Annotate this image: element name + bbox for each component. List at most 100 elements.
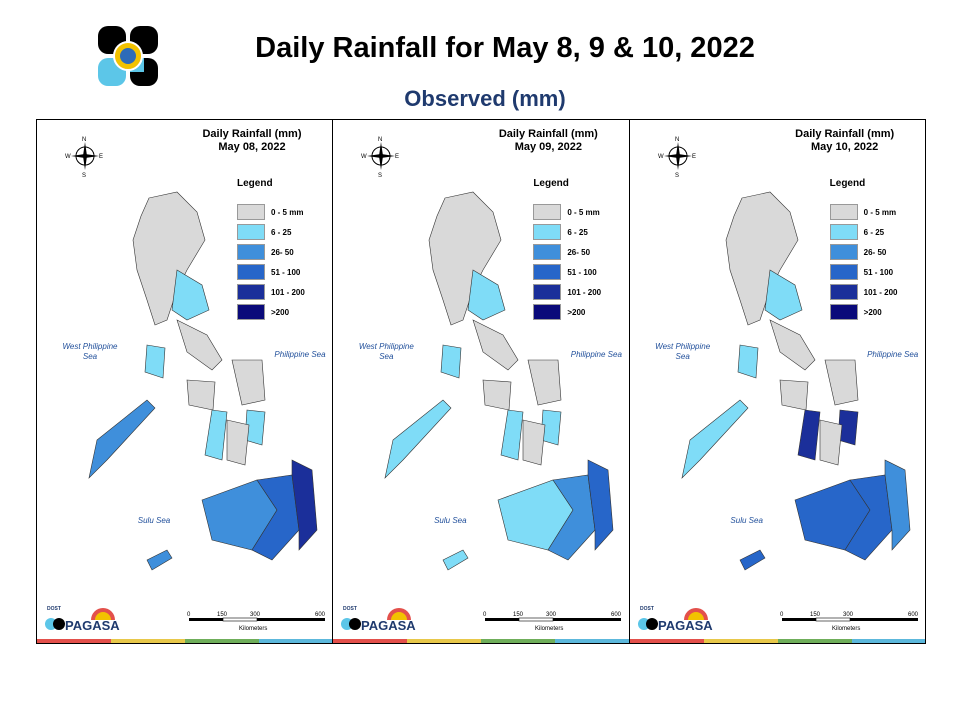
region-negros [204,409,228,461]
legend-swatch [533,264,562,280]
scale-tick: 300 [843,612,854,618]
compass-n-label: N [675,137,679,143]
legend-swatch [533,304,562,320]
legend-item: 0 - 5 mm [829,202,898,222]
legend-swatch [829,204,858,220]
scale-tick: 600 [611,612,622,618]
legend-label: 6 - 25 [271,227,292,237]
compass-e-label: E [395,154,399,160]
pagasa-wordmark: PAGASA [65,618,120,633]
region-luzon [725,191,798,326]
region-samar [824,359,858,406]
page-subtitle: Observed (mm) [404,86,566,111]
scale-unit: Kilometers [535,626,563,632]
scale-bar: 0 150 300 600 Kilometers [483,612,622,632]
compass-w-label: W [361,154,367,160]
legend-swatch [237,224,265,240]
region-panay [483,379,512,411]
region-negros [500,409,524,461]
scale-tick: 300 [546,612,557,618]
region-palawan [384,399,452,479]
legend-swatch [533,284,562,300]
legend-label: 6 - 25 [567,227,588,237]
sea-label-sulu: Sulu Sea [730,516,763,525]
legend-item: 0 - 5 mm [533,202,601,222]
legend-item: 101 - 200 [533,282,601,302]
legend-title: Legend [237,178,273,189]
legend-swatch [829,264,858,280]
compass-rose-icon: N S E W [361,137,399,178]
scale-unit: Kilometers [239,626,267,632]
dost-label: DOST [343,606,357,612]
compass-n-label: N [378,137,382,143]
region-mindoro [144,344,166,379]
legend: 0 - 5 mm 6 - 25 26- 50 51 - 100 101 - 20… [533,202,601,322]
sea-label-sulu: Sulu Sea [434,516,467,525]
legend-item: 26- 50 [829,242,898,262]
region-palawan [681,399,749,479]
region-sulu-islands [442,549,469,571]
legend-label: 6 - 25 [863,227,885,237]
legend-swatch [237,244,265,260]
map-panel-may-08: N S E W Daily Rainfall (mm) May 08, 2022… [37,120,334,643]
legend-item: >200 [533,302,601,322]
legend-item: 0 - 5 mm [237,202,305,222]
legend-item: 101 - 200 [829,282,897,302]
map-panels: N S E W Daily Rainfall (mm) May 08, 2022… [36,119,926,644]
legend-label: 26- 50 [567,247,591,257]
sea-label-west-philippine: West Philippine Sea [358,342,414,361]
legend-swatch [237,264,265,280]
scale-tick: 150 [513,612,524,618]
legend-label: 0 - 5 mm [271,207,304,217]
philippines-rainfall-map [88,191,318,571]
panel-date: May 10, 2022 [811,141,879,153]
compass-s-label: S [378,173,382,178]
region-negros [797,409,820,461]
compass-e-label: E [99,154,103,160]
color-strip [629,639,925,643]
region-panay [779,379,808,411]
sea-label-west-philippine: West Philippine Sea [655,342,711,361]
compass-rose-icon: N S E W [658,137,696,178]
legend: 0 - 5 mm 6 - 25 26- 50 51 - 100 101 - 20… [829,202,898,322]
region-sulu-islands [739,549,766,571]
panel-date: May 08, 2022 [218,141,286,153]
scale-tick: 0 [483,612,487,618]
legend-item: 26- 50 [237,242,305,262]
scale-unit: Kilometers [832,626,860,632]
legend: 0 - 5 mm 6 - 25 26- 50 51 - 100 101 - 20… [237,202,305,322]
pagasa-seal-logo [98,26,158,86]
sea-label-sulu: Sulu Sea [137,516,171,525]
region-sulu-islands [146,549,173,571]
legend-label: 0 - 5 mm [567,207,600,217]
region-luzon-east [764,269,803,321]
region-cebu-bohol [523,419,546,466]
region-bicol [176,319,223,371]
legend-label: 26- 50 [863,247,887,257]
region-samar [527,359,562,406]
legend-label: 0 - 5 mm [863,207,897,217]
color-strip [333,639,629,643]
legend-item: 51 - 100 [533,262,601,282]
region-mindoro [441,344,462,379]
legend-label: 51 - 100 [863,267,894,277]
region-cebu-bohol [226,419,250,466]
region-mindanao-east [291,459,318,551]
legend-label: >200 [271,307,290,317]
legend-label: 51 - 100 [567,267,597,277]
region-luzon [132,191,206,326]
legend-label: 101 - 200 [567,287,602,297]
compass-s-label: S [82,173,86,178]
region-samar [231,359,266,406]
legend-swatch [237,204,265,220]
legend-label: 51 - 100 [271,267,301,277]
pagasa-footer-logo: DOST PAGASA [341,606,417,633]
compass-e-label: E [692,154,696,160]
color-strip [37,639,333,643]
region-bicol [769,319,816,371]
region-mindanao-east [884,459,910,551]
compass-w-label: W [658,154,664,160]
region-luzon [429,191,502,326]
legend-swatch [829,304,858,320]
legend-label: >200 [567,307,586,317]
